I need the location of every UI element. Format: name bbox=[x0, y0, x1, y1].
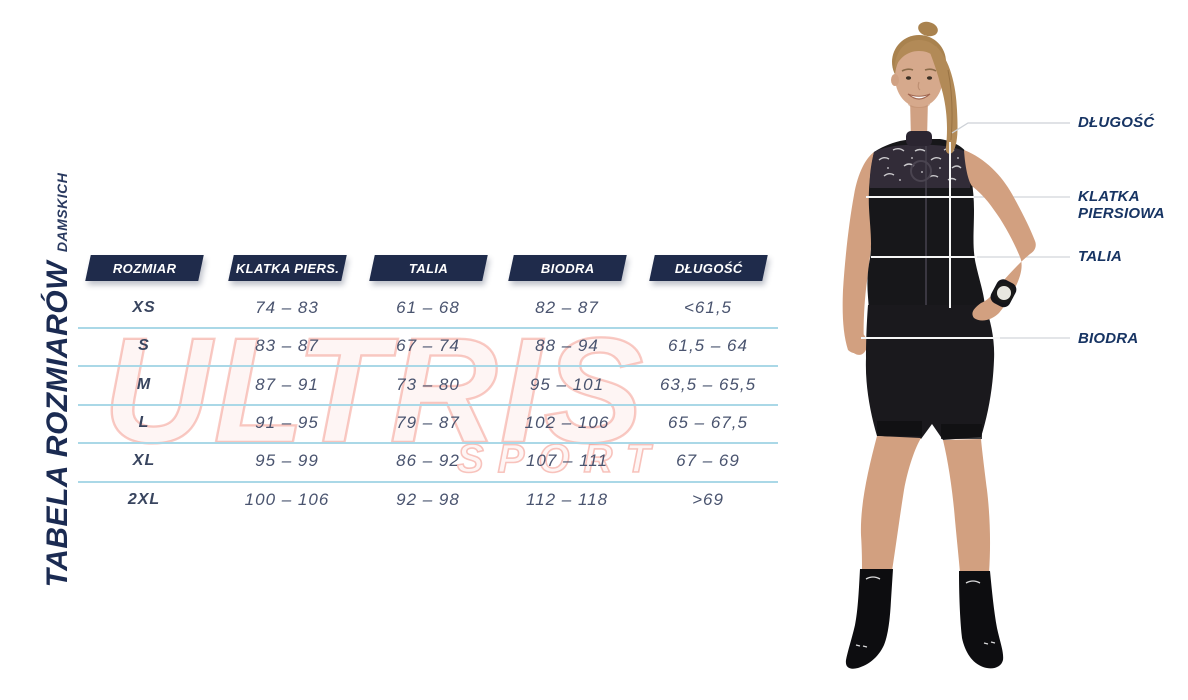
column-header-label: ROZMIAR bbox=[112, 260, 176, 276]
column-header-label: TALIA bbox=[408, 260, 448, 276]
table-cell-size: L bbox=[138, 414, 150, 431]
table-cell-hips: 107 – 111 bbox=[525, 451, 609, 470]
length-connector-line bbox=[951, 122, 1070, 134]
table-cell-length: >69 bbox=[692, 490, 724, 509]
label-dlugosc: DŁUGOŚĆ bbox=[1078, 114, 1155, 131]
left-arm bbox=[842, 152, 874, 354]
table-cell-hips: 102 – 106 bbox=[524, 413, 610, 432]
row-divider bbox=[78, 365, 778, 367]
left-ear bbox=[891, 74, 899, 86]
shorts-right-hem-band bbox=[941, 424, 982, 439]
watermark-brand-text: ULTRIS bbox=[103, 306, 646, 474]
table-cell-hips: 88 – 94 bbox=[535, 336, 599, 355]
table-cell-waist: 67 – 74 bbox=[396, 336, 460, 355]
column-header-label: BIODRA bbox=[540, 260, 594, 276]
shorts bbox=[865, 305, 995, 440]
table-cell-waist: 79 – 87 bbox=[396, 413, 460, 432]
label-klatka-piersiowa: KLATKA PIERSIOWA bbox=[1078, 188, 1165, 222]
table-cell-chest: 83 – 87 bbox=[255, 336, 319, 355]
right-arm bbox=[964, 150, 1036, 321]
sock-logos bbox=[855, 576, 996, 648]
left-sock bbox=[845, 569, 893, 669]
row-divider bbox=[78, 404, 778, 406]
hair-bun bbox=[918, 21, 938, 37]
row-divider bbox=[78, 327, 778, 329]
table-cell-hips: 82 – 87 bbox=[535, 298, 599, 317]
table-cell-length: <61,5 bbox=[683, 298, 732, 317]
table-cell-length: 61,5 – 64 bbox=[668, 336, 748, 355]
table-cell-chest: 74 – 83 bbox=[255, 298, 319, 317]
table-cell-chest: 87 – 91 bbox=[255, 375, 319, 394]
row-divider bbox=[78, 442, 778, 444]
left-leg bbox=[860, 436, 921, 571]
column-header-label: DŁUGOŚĆ bbox=[674, 260, 742, 276]
row-divider bbox=[78, 481, 778, 483]
page-title-sub: DAMSKICH bbox=[54, 172, 70, 253]
table-cell-chest: 91 – 95 bbox=[255, 413, 319, 432]
right-leg bbox=[943, 439, 991, 573]
label-talia: TALIA bbox=[1078, 248, 1123, 265]
watch bbox=[990, 279, 1017, 308]
hair-strand bbox=[947, 69, 953, 141]
collar bbox=[906, 131, 932, 146]
table-cell-length: 65 – 67,5 bbox=[668, 413, 748, 432]
right-sock bbox=[959, 571, 1004, 669]
table-cell-waist: 86 – 92 bbox=[396, 451, 460, 470]
table-cell-hips: 95 – 101 bbox=[529, 375, 605, 394]
label-biodra: BIODRA bbox=[1078, 330, 1139, 347]
measurement-lines bbox=[861, 122, 1070, 339]
table-cell-size: S bbox=[138, 337, 150, 354]
column-header-rozmiar: ROZMIAR bbox=[84, 255, 204, 281]
table-cell-waist: 61 – 68 bbox=[396, 298, 460, 317]
table-cell-size: 2XL bbox=[127, 491, 161, 508]
table-cell-length: 63,5 – 65,5 bbox=[659, 375, 757, 394]
column-header-biodra: BIODRA bbox=[507, 255, 627, 281]
column-header-talia: TALIA bbox=[368, 255, 488, 281]
jersey-yoke-pattern bbox=[869, 144, 971, 188]
face-features bbox=[901, 68, 937, 100]
yoke-dots bbox=[887, 157, 959, 181]
ponytail bbox=[929, 46, 958, 154]
table-cell-length: 67 – 69 bbox=[676, 451, 740, 470]
face bbox=[895, 47, 943, 107]
table-cell-size: XS bbox=[132, 299, 156, 316]
shorts-left-hem-band bbox=[877, 421, 922, 436]
model-photo bbox=[842, 21, 1070, 669]
table-cell-size: M bbox=[136, 376, 152, 393]
table-cell-waist: 92 – 98 bbox=[396, 490, 460, 509]
table-cell-hips: 112 – 118 bbox=[525, 490, 609, 509]
neck bbox=[910, 98, 928, 140]
column-header-label: KLATKA PIERS. bbox=[235, 260, 339, 276]
table-cell-size: XL bbox=[132, 452, 156, 469]
hair-front bbox=[894, 40, 944, 72]
column-header-dlugosc: DŁUGOŚĆ bbox=[648, 255, 768, 281]
table-cell-chest: 100 – 106 bbox=[244, 490, 330, 509]
table-cell-chest: 95 – 99 bbox=[255, 451, 319, 470]
zipper-garage-circle bbox=[910, 160, 932, 182]
table-cell-waist: 73 – 80 bbox=[396, 375, 460, 394]
column-header-klatka: KLATKA PIERS. bbox=[227, 255, 347, 281]
size-table: ROZMIAR KLATKA PIERS. TALIA BIODRA DŁUGO… bbox=[78, 250, 780, 522]
